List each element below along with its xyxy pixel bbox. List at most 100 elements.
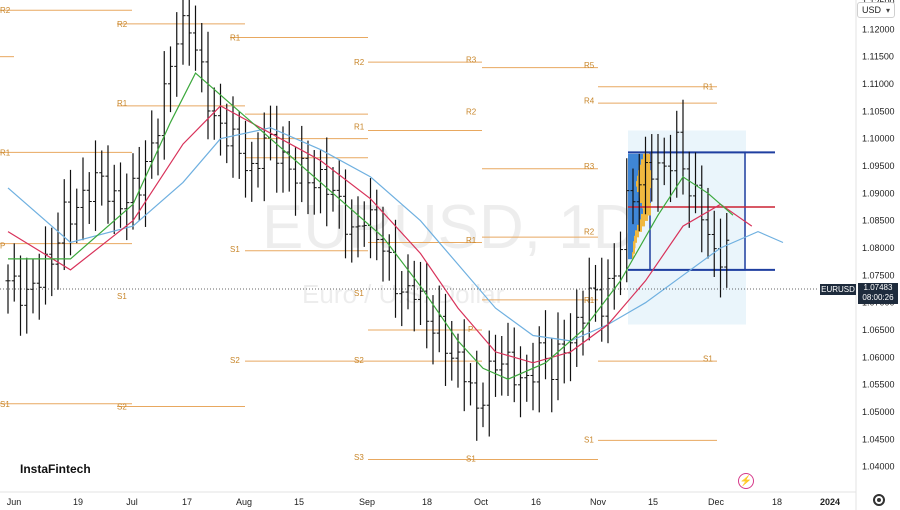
ticker-badge: EURUSD — [820, 284, 856, 295]
x-tick-label: Sep — [359, 497, 375, 507]
y-tick-label: 1.05000 — [862, 407, 895, 417]
pivot-label: R2 — [117, 20, 128, 29]
volume-bar-blue — [628, 159, 641, 167]
volume-bar-yellow — [635, 230, 639, 238]
volume-bar-blue — [628, 235, 634, 243]
pivot-label: R1 — [354, 123, 365, 132]
chevron-down-icon: ▾ — [885, 5, 890, 15]
x-tick-label: 18 — [422, 497, 432, 507]
fast-moving-average — [8, 72, 734, 380]
volume-bar-yellow — [643, 153, 650, 161]
y-tick-label: 1.11000 — [862, 79, 894, 89]
y-tick-label: 1.06000 — [862, 352, 895, 362]
y-tick-label: 1.05500 — [862, 380, 895, 390]
moving-averages — [7, 72, 784, 380]
pivot-label: S3 — [354, 453, 364, 462]
volume-bar-blue — [628, 164, 639, 172]
pivot-label: R2 — [354, 58, 365, 67]
x-tick-label: 2024 — [820, 497, 840, 507]
current-price-value: 1.07483 — [863, 283, 893, 292]
volume-bar-blue — [628, 213, 641, 221]
settings-icon[interactable] — [873, 494, 885, 506]
pivot-label: R4 — [584, 96, 595, 105]
x-tick-label: Jun — [7, 497, 22, 507]
y-tick-label: 1.08500 — [862, 216, 895, 226]
brand-logo: InstaFintech — [20, 462, 91, 476]
time-axis[interactable]: Jun 19 Jul 17 Aug 15 Sep 18 Oct 16 Nov 15 Dec 18 2024 — [7, 497, 840, 507]
pivot-label: R1 — [0, 148, 11, 157]
volume-bar-blue — [628, 208, 643, 216]
description-watermark: Euro / U.S. Dollar — [302, 279, 505, 309]
x-tick-label: Dec — [708, 497, 725, 507]
countdown-timer: 08:00:26 — [862, 293, 894, 302]
volume-bar-blue — [628, 153, 643, 161]
y-tick-label: 1.09000 — [862, 188, 895, 198]
volume-bar-yellow — [643, 208, 651, 216]
slow-moving-average — [7, 127, 784, 342]
pivot-label: S2 — [230, 356, 240, 365]
volume-bar-yellow — [639, 164, 650, 172]
volume-bar-yellow — [639, 219, 645, 227]
symbol-watermark: EURUSD, 1D — [262, 193, 638, 262]
pivot-levels: R2R2R1R2R3R5R1R1R4R2R1R3R1R2R1S1PS1S1R1P… — [0, 6, 717, 463]
mid-moving-average — [7, 105, 753, 364]
pivot-label: R5 — [584, 61, 595, 70]
volume-bar-yellow — [633, 246, 635, 254]
x-tick-label: 16 — [531, 497, 541, 507]
pivot-label: P — [0, 241, 5, 250]
pivot-label: S2 — [354, 356, 364, 365]
x-tick-label: Jul — [126, 497, 138, 507]
pivot-label: R1 — [466, 236, 477, 245]
pivot-label: R3 — [466, 55, 477, 64]
x-tick-label: Oct — [474, 497, 489, 507]
pivot-label: S1 — [354, 289, 364, 298]
pivot-label: S1 — [584, 435, 594, 444]
pivot-label: P — [468, 325, 473, 334]
y-tick-label: 1.10000 — [862, 134, 895, 144]
volume-bar-yellow — [637, 186, 650, 194]
volume-bar-blue — [628, 181, 636, 189]
currency-label: USD — [862, 5, 882, 15]
volume-bar-blue — [628, 224, 637, 232]
y-tick-label: 1.11500 — [862, 52, 894, 62]
y-tick-label: 1.04500 — [862, 434, 895, 444]
x-tick-label: 15 — [294, 497, 304, 507]
pivot-label: R2 — [584, 228, 595, 237]
pivot-label: R1 — [230, 34, 241, 43]
volume-bar-yellow — [634, 235, 637, 243]
y-tick-label: 1.08000 — [862, 243, 895, 253]
volume-bar-blue — [628, 252, 632, 260]
y-tick-label: 1.07500 — [862, 270, 895, 280]
volume-bar-blue — [628, 246, 633, 254]
price-axis[interactable]: 1.125001.120001.115001.110001.105001.100… — [862, 0, 895, 472]
lightning-icon[interactable]: ⚡ — [738, 473, 754, 489]
pivot-label: R1 — [703, 83, 714, 92]
x-tick-label: 17 — [182, 497, 192, 507]
y-tick-label: 1.06500 — [862, 325, 895, 335]
pivot-label: S2 — [117, 403, 127, 412]
y-tick-label: 1.09500 — [862, 161, 895, 171]
pivot-label: R3 — [584, 162, 595, 171]
volume-bar-blue — [628, 197, 640, 205]
volume-bar-yellow — [633, 241, 636, 249]
x-tick-label: 15 — [648, 497, 658, 507]
volume-bar-yellow — [632, 252, 634, 260]
y-tick-label: 1.12000 — [862, 24, 895, 34]
pivot-label: S1 — [230, 245, 240, 254]
currency-select[interactable]: USD ▾ — [857, 2, 895, 18]
x-tick-label: Nov — [590, 497, 607, 507]
y-tick-label: 1.04000 — [862, 462, 895, 472]
pivot-label: S1 — [117, 292, 127, 301]
volume-bar-yellow — [641, 213, 648, 221]
volume-bar-yellow — [638, 170, 651, 178]
volume-bar-yellow — [639, 192, 650, 200]
x-tick-label: 19 — [73, 497, 83, 507]
x-tick-label: 18 — [772, 497, 782, 507]
pivot-label: S1 — [466, 454, 476, 463]
pivot-label: R2 — [0, 6, 11, 15]
pivot-label: R1 — [117, 99, 128, 108]
y-tick-label: 1.10500 — [862, 106, 895, 116]
volume-bar-blue — [628, 230, 635, 238]
current-price-badge: 1.07483 08:00:26 — [858, 283, 898, 304]
